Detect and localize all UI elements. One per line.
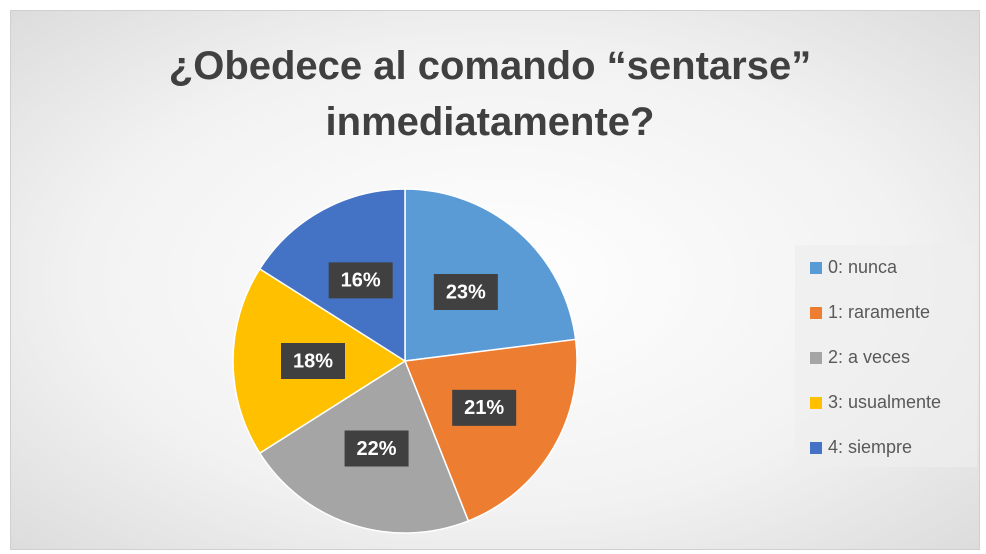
data-label: 16%: [341, 270, 381, 292]
legend-swatch: [810, 442, 822, 454]
legend-label: 0: nunca: [828, 257, 898, 277]
data-label: 23%: [446, 281, 486, 303]
data-label-box: [328, 262, 393, 299]
data-label-box: [452, 389, 517, 426]
data-label-box: [344, 430, 409, 467]
data-label: 18%: [293, 350, 333, 372]
legend-swatch: [810, 262, 822, 274]
legend-label: 3: usualmente: [828, 392, 941, 412]
legend-swatch: [810, 397, 822, 409]
legend-box: [795, 245, 977, 467]
data-label-box: [433, 273, 498, 310]
legend-swatch: [810, 307, 822, 319]
data-label: 22%: [357, 438, 397, 460]
legend-swatch: [810, 352, 822, 364]
data-label: 21%: [464, 397, 504, 419]
pie-slice: [403, 338, 578, 522]
legend-label: 1: raramente: [828, 302, 930, 322]
legend-label: 2: a veces: [828, 347, 910, 367]
legend-label: 4: siempre: [828, 437, 912, 457]
chart-title: ¿Obedece al comando “sentarse” inmediata…: [168, 44, 812, 144]
data-label-box: [281, 343, 345, 379]
